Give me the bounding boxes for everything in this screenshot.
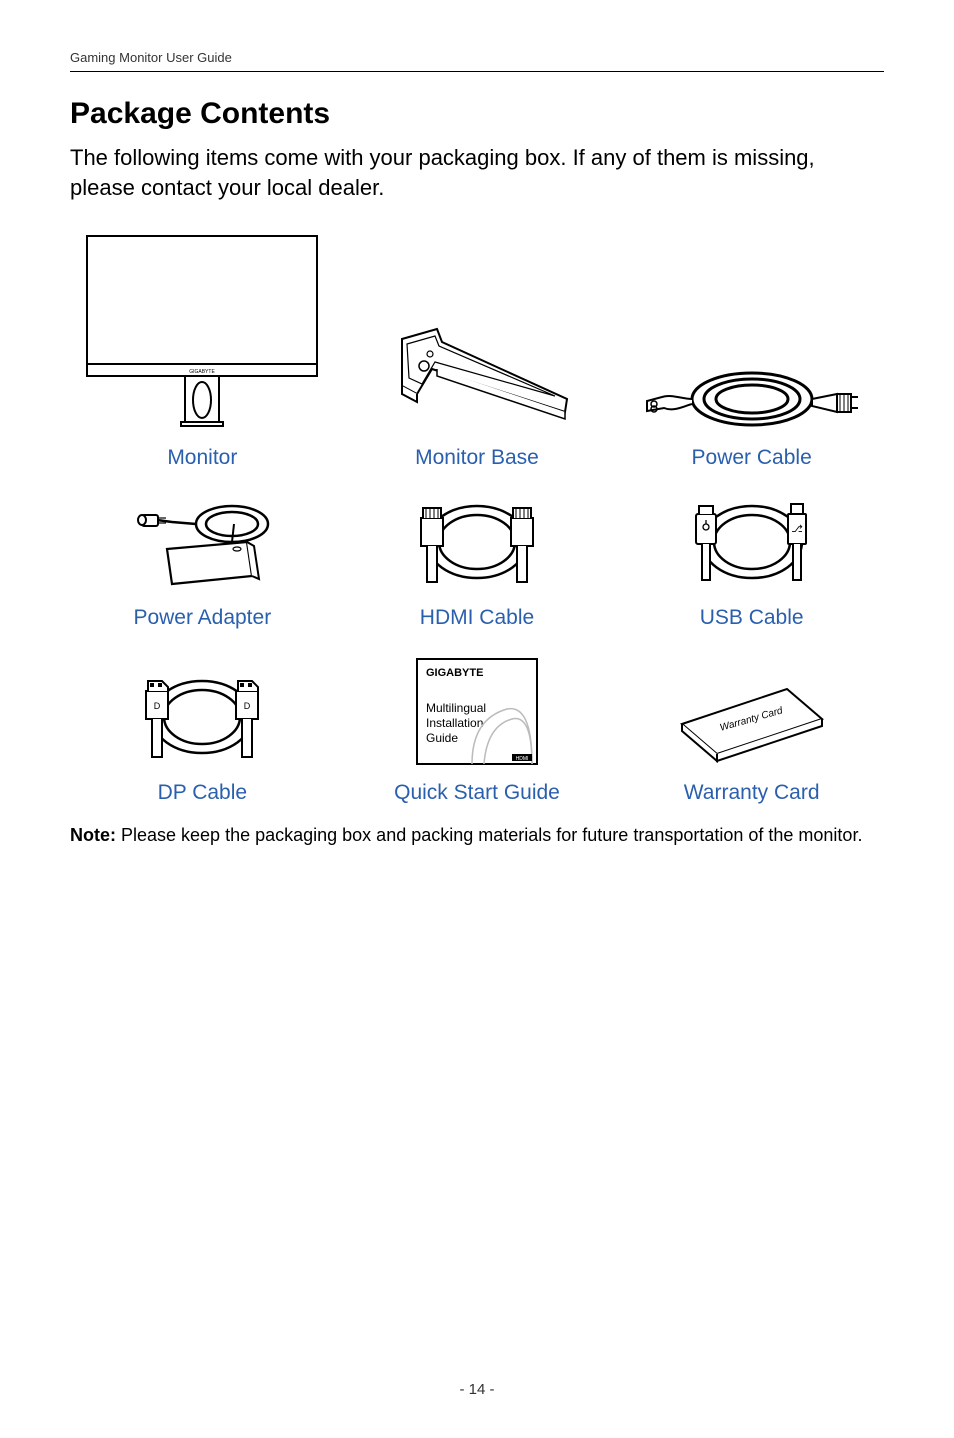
svg-text:D: D <box>244 701 251 711</box>
note-label: Note: <box>70 825 116 845</box>
item-dp-cable: D D DP Cable <box>70 640 335 805</box>
warranty-card-icon: Warranty Card <box>667 669 837 769</box>
item-monitor-base: Monitor Base <box>345 220 610 470</box>
monitor-icon: GIGABYTE <box>85 234 320 434</box>
svg-text:HDMI: HDMI <box>516 756 529 762</box>
svg-text:GIGABYTE: GIGABYTE <box>189 369 215 375</box>
dp-cable-label: DP Cable <box>158 781 248 805</box>
item-usb-cable: ⎇ USB Cable <box>619 470 884 630</box>
qsg-l2: Installation <box>426 716 483 730</box>
quick-start-label: Quick Start Guide <box>394 781 560 805</box>
usb-cable-icon: ⎇ <box>682 494 822 594</box>
usb-cable-label: USB Cable <box>700 606 804 630</box>
hdmi-cable-icon <box>407 494 547 594</box>
power-cable-label: Power Cable <box>692 446 812 470</box>
power-cable-icon <box>642 364 862 434</box>
page-number: - 14 - <box>0 1381 954 1398</box>
hdmi-cable-label: HDMI Cable <box>420 606 534 630</box>
quick-start-guide-icon: GIGABYTE Multilingual Installation Guide… <box>412 654 542 769</box>
item-quick-start: GIGABYTE Multilingual Installation Guide… <box>345 640 610 805</box>
monitor-base-label: Monitor Base <box>415 446 539 470</box>
running-header: Gaming Monitor User Guide <box>70 50 884 72</box>
item-warranty: Warranty Card Warranty Card <box>619 640 884 805</box>
power-adapter-label: Power Adapter <box>133 606 271 630</box>
qsg-l1: Multilingual <box>426 701 486 715</box>
qsg-brand: GIGABYTE <box>426 667 483 679</box>
monitor-base-icon <box>377 324 577 434</box>
power-adapter-icon <box>122 494 282 594</box>
warranty-label: Warranty Card <box>684 781 820 805</box>
intro-text: The following items come with your packa… <box>70 143 884 202</box>
svg-text:D: D <box>154 701 161 711</box>
item-hdmi-cable: HDMI Cable <box>345 470 610 630</box>
page-title: Package Contents <box>70 97 884 131</box>
qsg-l3: Guide <box>426 731 458 745</box>
item-monitor: GIGABYTE Monitor <box>70 220 335 470</box>
item-power-cable: Power Cable <box>619 220 884 470</box>
dp-cable-icon: D D <box>132 669 272 769</box>
note-text: Please keep the packaging box and packin… <box>116 825 862 845</box>
note: Note: Please keep the packaging box and … <box>70 823 884 847</box>
item-power-adapter: Power Adapter <box>70 470 335 630</box>
monitor-label: Monitor <box>167 446 237 470</box>
svg-text:⎇: ⎇ <box>791 524 803 535</box>
